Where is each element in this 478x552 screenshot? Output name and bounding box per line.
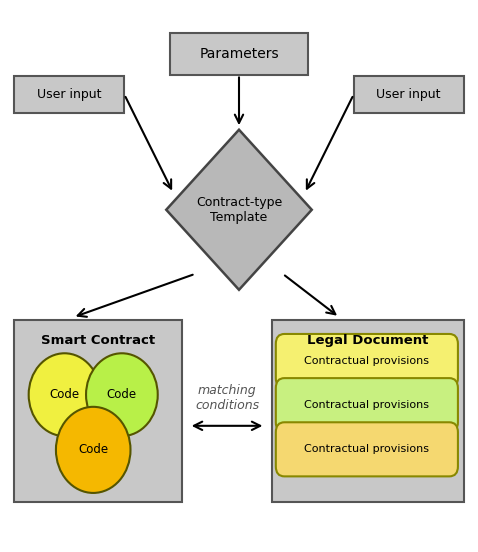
Circle shape [29, 353, 100, 436]
Text: User input: User input [377, 88, 441, 101]
Text: Legal Document: Legal Document [307, 334, 429, 347]
Text: Code: Code [107, 388, 137, 401]
FancyBboxPatch shape [170, 33, 308, 75]
Text: Smart Contract: Smart Contract [41, 334, 155, 347]
Circle shape [56, 407, 130, 493]
Polygon shape [166, 130, 312, 290]
FancyBboxPatch shape [14, 320, 182, 502]
Text: User input: User input [37, 88, 101, 101]
Text: Contractual provisions: Contractual provisions [304, 444, 429, 454]
Circle shape [86, 353, 158, 436]
Text: Parameters: Parameters [199, 47, 279, 61]
Text: Code: Code [49, 388, 80, 401]
FancyBboxPatch shape [354, 76, 464, 113]
FancyBboxPatch shape [276, 378, 458, 432]
FancyBboxPatch shape [14, 76, 124, 113]
Text: matching
conditions: matching conditions [195, 384, 259, 412]
FancyBboxPatch shape [276, 422, 458, 476]
Text: Contract-type
Template: Contract-type Template [196, 196, 282, 224]
FancyBboxPatch shape [272, 320, 464, 502]
Text: Contractual provisions: Contractual provisions [304, 356, 429, 366]
FancyBboxPatch shape [276, 334, 458, 388]
Text: Contractual provisions: Contractual provisions [304, 400, 429, 410]
Text: Code: Code [78, 443, 109, 457]
